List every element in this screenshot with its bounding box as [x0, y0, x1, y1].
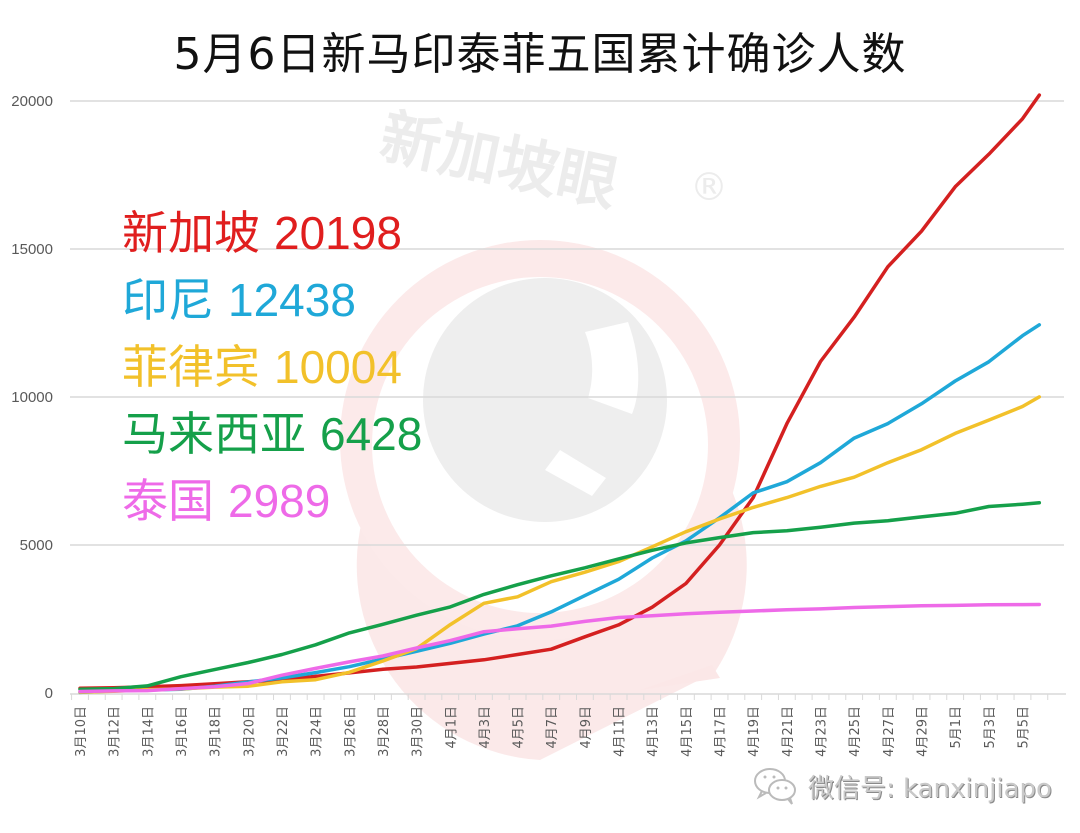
x-tick-label: 4月9日: [579, 706, 594, 749]
legend-label: 印尼: [122, 273, 214, 327]
gridlines: [70, 100, 1064, 546]
x-tick-label: 3月30日: [411, 706, 426, 757]
legend-value: 10004: [274, 341, 402, 393]
wechat-icon: [754, 768, 796, 805]
chart-title: 5月6日新马印泰菲五国累计确诊人数: [173, 29, 907, 80]
y-tick-label: 0: [45, 685, 53, 702]
x-tick-label: 3月12日: [108, 706, 123, 757]
x-axis-ticks: 3月10日 3月12日 3月14日 3月16日 3月18日 3月20日 3月22日 3月24日…: [71, 694, 1049, 757]
y-tick-label: 20000: [11, 93, 53, 110]
x-tick-label: 3月22日: [276, 706, 291, 757]
legend-label: 新加坡: [122, 206, 260, 260]
x-tick-label: 4月13日: [646, 706, 661, 757]
x-tick-label: 3月28日: [377, 706, 392, 757]
x-tick-label: 3月10日: [74, 706, 89, 757]
x-tick-label: 4月5日: [512, 706, 527, 749]
x-tick-label: 4月27日: [882, 706, 897, 757]
legend-value: 2989: [228, 475, 331, 527]
y-tick-label: 10000: [11, 389, 53, 406]
x-tick-label: 4月19日: [747, 706, 762, 757]
legend-label: 菲律宾: [122, 340, 260, 394]
y-axis-ticks: 0 5000 10000 15000 20000: [11, 93, 53, 702]
legend-item-malaysia: 马来西亚 6428: [122, 401, 422, 468]
x-tick-label: 4月17日: [714, 706, 729, 757]
x-tick-label: 4月7日: [545, 706, 560, 749]
x-tick-label: 3月16日: [175, 706, 190, 757]
series-line-4: [78, 602, 1042, 694]
x-tick-label: 4月11日: [613, 706, 628, 757]
credit-text: 微信号: kanxinjiapo: [808, 773, 1052, 804]
legend-label: 泰国: [122, 474, 214, 528]
legend-item-thailand: 泰国 2989: [122, 468, 422, 535]
legend-value: 20198: [274, 207, 402, 259]
x-tick-label: 5月5日: [1016, 706, 1031, 749]
legend-value: 12438: [228, 274, 356, 326]
x-tick-label: 4月25日: [848, 706, 863, 757]
watermark-registered-icon: ®: [690, 165, 728, 209]
x-tick-label: 4月15日: [680, 706, 695, 757]
legend-value: 6428: [320, 408, 423, 460]
legend-item-singapore: 新加坡 20198: [122, 200, 422, 267]
wechat-credit: 微信号: kanxinjiapo: [752, 766, 1052, 806]
series-line-2: [78, 395, 1042, 694]
x-tick-label: 3月14日: [141, 706, 156, 757]
x-tick-label: 3月26日: [343, 706, 358, 757]
legend-label: 马来西亚: [122, 407, 306, 461]
x-tick-label: 4月29日: [916, 706, 931, 757]
y-tick-label: 15000: [11, 241, 53, 258]
x-tick-label: 4月1日: [444, 706, 459, 749]
legend-item-indonesia: 印尼 12438: [122, 267, 422, 334]
x-tick-label: 3月18日: [209, 706, 224, 757]
legend: 新加坡 20198 印尼 12438 菲律宾 10004 马来西亚 6428 泰国 298…: [122, 200, 422, 535]
x-tick-label: 4月3日: [478, 706, 493, 749]
x-tick-label: 5月1日: [949, 706, 964, 749]
series-lines: [78, 93, 1042, 695]
series-line-3: [78, 500, 1042, 691]
y-tick-label: 5000: [20, 537, 53, 554]
x-tick-label: 4月23日: [815, 706, 830, 757]
x-tick-label: 4月21日: [781, 706, 796, 757]
x-tick-label: 5月3日: [983, 706, 998, 749]
x-tick-label: 3月24日: [310, 706, 325, 757]
legend-item-philippines: 菲律宾 10004: [122, 334, 422, 401]
x-tick-label: 3月20日: [242, 706, 257, 757]
